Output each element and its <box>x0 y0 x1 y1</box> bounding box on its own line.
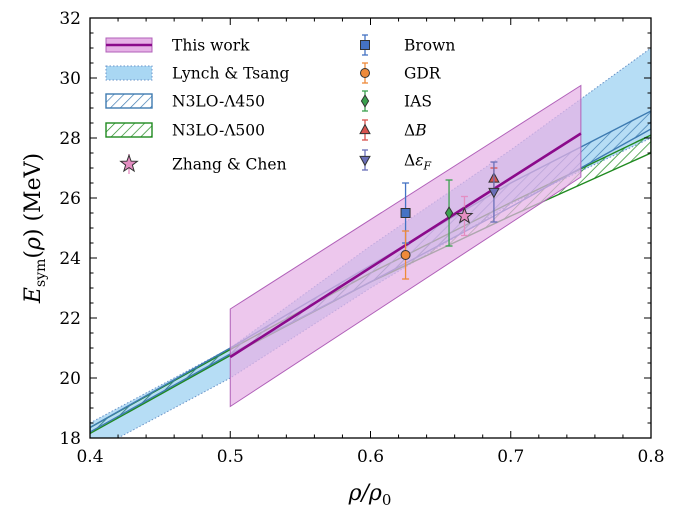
data-point-1 <box>400 230 411 280</box>
y-tick-label: 18 <box>59 429 81 449</box>
legend-marker <box>359 155 371 167</box>
legend-marker <box>360 68 370 78</box>
x-axis-title: ρ/ρ0 <box>348 481 392 509</box>
legend-item-0: This work <box>105 37 250 55</box>
y-tick-label: 26 <box>59 189 81 209</box>
legend-item-2: N3LO-Λ450 <box>105 93 265 111</box>
legend-label: N3LO-Λ500 <box>172 122 265 140</box>
legend-label: N3LO-Λ450 <box>172 93 265 111</box>
legend-marker <box>360 94 370 108</box>
legend-item-6: GDR <box>360 62 442 84</box>
legend-swatch <box>105 65 153 81</box>
legend-label: Zhang & Chen <box>172 156 287 174</box>
legend: This work Lynch & Tsang N3LO-Λ450 N3LO-Λ500… <box>105 34 455 174</box>
legend-label: IAS <box>404 93 432 111</box>
legend-item-9: ΔεF <box>359 149 432 173</box>
y-tick-label: 32 <box>59 9 81 29</box>
legend-marker <box>360 40 370 50</box>
x-tick-label: 0.4 <box>76 447 103 467</box>
legend-label: ΔεF <box>404 152 432 173</box>
plot-area <box>90 47 651 438</box>
y-tick-label: 22 <box>59 309 81 329</box>
legend-label: Brown <box>404 37 455 55</box>
legend-label: ΔB <box>404 122 427 140</box>
data-point-4 <box>488 161 500 223</box>
y-tick-label: 30 <box>59 69 81 89</box>
data-point-2 <box>444 179 454 247</box>
legend-label: GDR <box>404 65 442 83</box>
legend-swatch <box>105 93 153 109</box>
point-marker <box>455 206 474 224</box>
y-tick-label: 20 <box>59 369 81 389</box>
data-point-5 <box>455 195 474 237</box>
point-marker <box>444 206 454 220</box>
x-tick-label: 0.8 <box>637 447 664 467</box>
legend-item-3: N3LO-Λ500 <box>105 122 265 140</box>
y-tick-label: 28 <box>59 129 81 149</box>
legend-item-4: Zhang & Chen <box>119 153 287 174</box>
legend-item-1: Lynch & Tsang <box>105 65 289 83</box>
legend-swatch <box>105 122 153 138</box>
legend-item-8: ΔB <box>359 119 427 141</box>
x-tick-label: 0.5 <box>217 447 244 467</box>
legend-item-5: Brown <box>360 34 455 56</box>
point-marker <box>400 250 411 260</box>
point-marker <box>400 208 411 218</box>
axes: 0.4 0.5 0.6 0.7 0.8 18 20 22 24 26 28 30 32 <box>59 9 664 467</box>
point-marker <box>488 187 500 199</box>
legend-item-7: IAS <box>360 90 432 112</box>
legend-label: This work <box>172 37 250 55</box>
x-tick-label: 0.6 <box>357 447 384 467</box>
y-axis-title: Esym(ρ) (MeV) <box>21 153 49 304</box>
legend-marker <box>359 123 371 135</box>
x-tick-label: 0.7 <box>497 447 524 467</box>
y-tick-label: 24 <box>59 249 81 269</box>
legend-label: Lynch & Tsang <box>172 65 289 83</box>
legend-marker <box>119 153 139 173</box>
